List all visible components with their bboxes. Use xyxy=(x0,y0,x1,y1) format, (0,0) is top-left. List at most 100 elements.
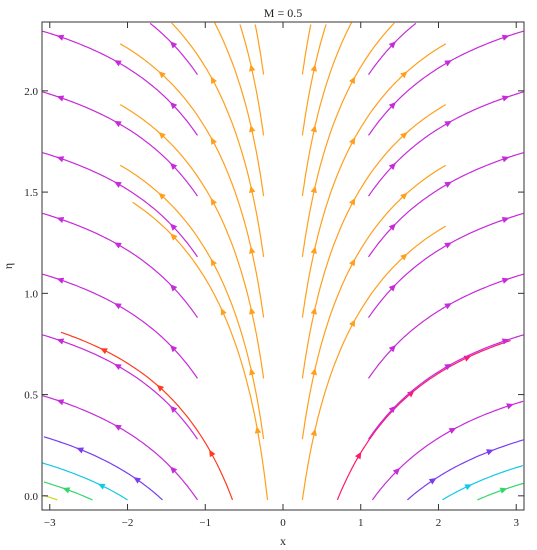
stream-arrowhead xyxy=(249,307,256,315)
stream-arrowhead xyxy=(388,344,396,353)
stream-line xyxy=(477,482,524,501)
stream-arrowhead xyxy=(254,426,262,434)
stream-arrowhead xyxy=(388,405,396,413)
stream-arrowhead xyxy=(114,424,122,431)
stream-arrowhead xyxy=(133,477,142,484)
stream-arrowhead xyxy=(392,467,401,476)
y-tick-label: 2.0 xyxy=(24,86,38,98)
stream-arrowhead xyxy=(158,131,166,139)
stream-line xyxy=(301,22,352,197)
y-axis-label: η xyxy=(1,263,15,269)
stream-line xyxy=(119,43,265,318)
stream-arrowhead xyxy=(56,156,65,163)
stream-arrowhead xyxy=(170,233,178,241)
stream-arrowhead xyxy=(170,405,178,413)
stream-line xyxy=(43,436,163,501)
stream-arrowhead xyxy=(249,367,256,376)
stream-arrowhead xyxy=(501,338,510,345)
stream-arrowhead xyxy=(464,484,473,491)
stream-arrowhead xyxy=(158,71,166,79)
stream-arrowhead xyxy=(220,307,227,316)
stream-arrowhead xyxy=(444,242,452,249)
axis-ticks: −3 −2 −1 0 1 2 3 0.0 0.5 1.0 1.5 2.0 xyxy=(24,22,524,529)
stream-arrowhead xyxy=(310,367,317,376)
stream-arrowhead xyxy=(444,303,452,310)
stream-arrowhead xyxy=(499,487,508,494)
stream-line xyxy=(149,22,198,75)
stream-arrowhead xyxy=(56,338,65,345)
stream-lines xyxy=(42,22,525,501)
y-tick-label: 1.5 xyxy=(24,187,38,199)
stream-arrowhead xyxy=(56,34,65,41)
stream-line xyxy=(171,22,265,257)
stream-arrowhead xyxy=(210,258,217,267)
stream-arrowhead xyxy=(114,120,122,128)
stream-arrowhead xyxy=(249,185,256,194)
stream-line xyxy=(301,24,312,75)
y-tick-label: 0.0 xyxy=(24,491,38,503)
stream-line xyxy=(132,201,269,500)
stream-arrowhead xyxy=(349,76,356,85)
stream-arrowhead xyxy=(310,246,317,254)
stream-line xyxy=(368,22,417,75)
stream-arrowhead xyxy=(249,246,256,254)
stream-arrowhead xyxy=(444,363,452,371)
stream-line xyxy=(301,22,395,257)
stream-arrowhead xyxy=(501,95,510,102)
stream-line xyxy=(239,24,265,136)
stream-arrowhead xyxy=(400,71,408,79)
stream-line xyxy=(119,164,265,440)
stream-arrowhead xyxy=(114,181,122,188)
x-tick-label: 0 xyxy=(280,517,286,529)
stream-arrowhead xyxy=(56,277,65,284)
x-tick-label: −2 xyxy=(122,517,134,529)
stream-arrowhead xyxy=(210,76,217,85)
stream-line xyxy=(301,164,447,440)
x-axis-label: x xyxy=(280,534,286,548)
stream-arrowhead xyxy=(210,197,217,206)
stream-arrowhead xyxy=(388,41,396,49)
stream-arrowhead xyxy=(355,451,362,460)
x-tick-label: 2 xyxy=(436,517,442,529)
stream-arrowhead xyxy=(114,363,122,371)
stream-arrowhead xyxy=(428,477,437,485)
stream-line xyxy=(301,104,447,379)
stream-line xyxy=(442,465,524,501)
stream-arrowhead xyxy=(170,284,178,292)
stream-line xyxy=(254,24,265,75)
y-tick-label: 1.0 xyxy=(24,288,38,300)
stream-arrowhead xyxy=(310,185,317,194)
x-tick-label: 1 xyxy=(358,517,364,529)
stream-arrowhead xyxy=(97,483,106,490)
stream-arrowhead xyxy=(56,216,65,224)
plot-frame xyxy=(41,21,525,511)
stream-arrowhead xyxy=(349,258,356,267)
stream-arrowhead xyxy=(170,101,178,110)
stream-line xyxy=(119,104,265,379)
stream-line xyxy=(336,339,511,501)
stream-arrowhead xyxy=(310,428,317,437)
x-tick-label: 3 xyxy=(513,517,519,529)
stream-arrowhead xyxy=(349,319,356,328)
stream-arrowhead xyxy=(444,120,452,128)
stream-line xyxy=(214,22,265,197)
stream-arrowhead xyxy=(170,162,178,170)
stream-arrowhead xyxy=(501,277,510,284)
stream-arrowhead xyxy=(76,447,84,454)
stream-arrowhead xyxy=(400,192,408,200)
stream-arrowhead xyxy=(62,487,71,494)
stream-arrowhead xyxy=(349,197,356,206)
stream-line xyxy=(301,225,447,500)
stream-arrowhead xyxy=(448,427,457,434)
stream-arrowhead xyxy=(170,223,178,231)
stream-arrowhead xyxy=(114,242,122,249)
stream-arrowhead xyxy=(209,449,216,458)
stream-line xyxy=(42,462,128,501)
chart-title: M = 0.5 xyxy=(264,6,302,20)
stream-arrowhead xyxy=(501,34,510,41)
stream-arrowhead xyxy=(210,137,217,145)
stream-arrowhead xyxy=(501,216,510,224)
stream-arrowhead xyxy=(114,60,122,67)
